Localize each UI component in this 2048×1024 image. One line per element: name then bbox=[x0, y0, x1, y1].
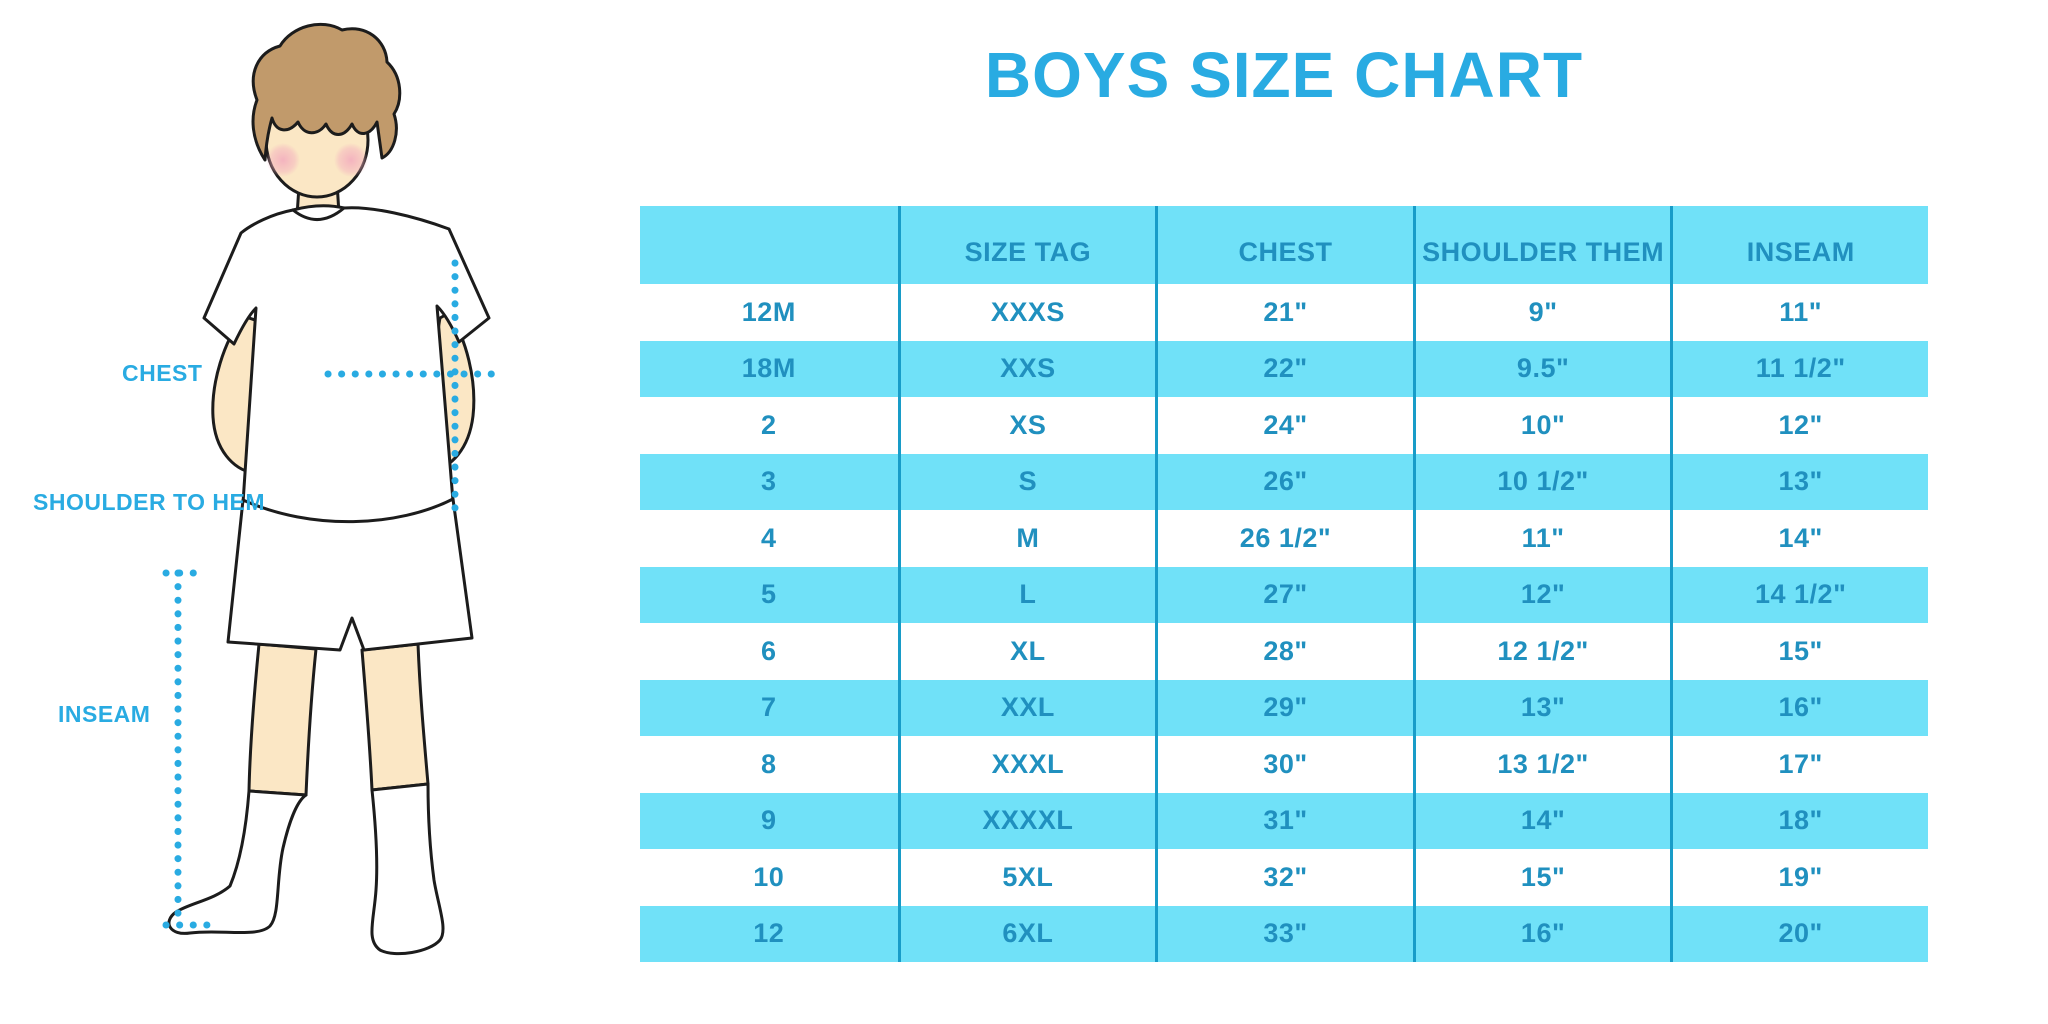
table-cell-size: 5 bbox=[761, 579, 777, 610]
table-row: 12 6XL 33" 16" 20" bbox=[640, 905, 1928, 962]
table-row: 7 XXL 29" 13" 16" bbox=[640, 679, 1928, 736]
table-cell-shoulder: 9" bbox=[1412, 284, 1671, 341]
boy-shirt-collar bbox=[291, 206, 346, 221]
boy-hair bbox=[251, 22, 402, 162]
table-cell-chest: 29" bbox=[1155, 679, 1413, 736]
table-cell-chest: 21" bbox=[1155, 284, 1413, 341]
table-row: 4 M 26 1/2" 11" 14" bbox=[640, 510, 1928, 567]
table-cell-tag: XL bbox=[897, 623, 1156, 680]
boy-left-blush bbox=[266, 143, 300, 177]
table-cell-tag: XXXL bbox=[897, 736, 1156, 793]
table-cell-inseam: 18" bbox=[1670, 792, 1928, 849]
table-cell-inseam: 12" bbox=[1670, 397, 1928, 454]
table-cell-tag: XXXS bbox=[897, 284, 1156, 341]
table-row: 10 5XL 32" 15" 19" bbox=[640, 849, 1928, 906]
table-cell-chest: 27" bbox=[1155, 566, 1413, 623]
table-cell-chest: 31" bbox=[1155, 792, 1413, 849]
table-row: 8 XXXL 30" 13 1/2" 17" bbox=[640, 736, 1928, 793]
table-cell-size: 8 bbox=[761, 748, 777, 779]
table-cell-inseam: 20" bbox=[1670, 905, 1928, 962]
table-cell-tag: XS bbox=[897, 397, 1156, 454]
table-cell-chest: 33" bbox=[1155, 905, 1413, 962]
table-cell-inseam: 14" bbox=[1670, 510, 1928, 567]
table-cell-size: 10 bbox=[753, 861, 785, 892]
table-cell-inseam: 15" bbox=[1670, 623, 1928, 680]
chest-label: CHEST bbox=[122, 360, 203, 386]
boy-left-leg bbox=[247, 642, 318, 797]
table-cell-chest: 30" bbox=[1155, 736, 1413, 793]
table-cell-shoulder: 10" bbox=[1412, 397, 1671, 454]
table-header-shoulder: SHOULDER THEM bbox=[1412, 206, 1671, 284]
table-cell-inseam: 11" bbox=[1670, 284, 1928, 341]
table-cell-size: 7 bbox=[761, 692, 777, 723]
table-header-chest: CHEST bbox=[1155, 206, 1413, 284]
table-cell-chest: 28" bbox=[1155, 623, 1413, 680]
table-cell-inseam: 13" bbox=[1670, 453, 1928, 510]
table-header-size bbox=[640, 206, 898, 284]
table-cell-tag: L bbox=[897, 566, 1156, 623]
table-row: 18M XXS 22" 9.5" 11 1/2" bbox=[640, 340, 1928, 397]
boy-right-sock bbox=[370, 782, 445, 956]
table-cell-size: 12 bbox=[753, 918, 785, 949]
table-cell-shoulder: 13" bbox=[1412, 679, 1671, 736]
table-cell-inseam: 17" bbox=[1670, 736, 1928, 793]
table-row: 6 XL 28" 12 1/2" 15" bbox=[640, 623, 1928, 680]
table-cell-shoulder: 11" bbox=[1412, 510, 1671, 567]
boy-shorts bbox=[226, 497, 474, 652]
size-table-rows: 12M XXXS 21" 9" 11" 18M XXS 22" 9.5" 11 1/2" 2 XS 24… bbox=[640, 284, 1928, 962]
table-cell-size: 6 bbox=[761, 635, 777, 666]
table-cell-size: 9 bbox=[761, 805, 777, 836]
size-table: SIZE TAG CHEST SHOULDER THEM INSEAM 12M X… bbox=[640, 206, 1928, 962]
table-cell-tag: XXXXL bbox=[897, 792, 1156, 849]
table-cell-shoulder: 9.5" bbox=[1412, 340, 1671, 397]
table-cell-tag: 6XL bbox=[897, 905, 1156, 962]
table-cell-inseam: 11 1/2" bbox=[1670, 340, 1928, 397]
boy-right-blush bbox=[334, 143, 368, 177]
table-cell-chest: 26" bbox=[1155, 453, 1413, 510]
inseam-label: INSEAM bbox=[58, 701, 151, 727]
table-cell-inseam: 14 1/2" bbox=[1670, 566, 1928, 623]
table-header-size-tag: SIZE TAG bbox=[897, 206, 1156, 284]
boy-right-leg bbox=[360, 642, 430, 792]
boy-left-sock bbox=[167, 789, 308, 935]
table-cell-shoulder: 12 1/2" bbox=[1412, 623, 1671, 680]
table-cell-shoulder: 14" bbox=[1412, 792, 1671, 849]
table-cell-shoulder: 15" bbox=[1412, 849, 1671, 906]
table-cell-size: 2 bbox=[761, 409, 777, 440]
table-row: 12M XXXS 21" 9" 11" bbox=[640, 284, 1928, 341]
table-cell-size: 12M bbox=[741, 296, 796, 327]
shoulder-to-hem-label: SHOULDER TO HEM bbox=[33, 489, 265, 515]
table-cell-tag: M bbox=[897, 510, 1156, 567]
boy-illustration bbox=[162, 22, 496, 956]
table-cell-shoulder: 10 1/2" bbox=[1412, 453, 1671, 510]
table-cell-tag: XXL bbox=[897, 679, 1156, 736]
table-row: 3 S 26" 10 1/2" 13" bbox=[640, 453, 1928, 510]
table-cell-inseam: 19" bbox=[1670, 849, 1928, 906]
table-cell-size: 4 bbox=[761, 522, 777, 553]
table-header-inseam: INSEAM bbox=[1670, 206, 1928, 284]
page-title: BOYS SIZE CHART bbox=[984, 39, 1584, 111]
table-row: 9 XXXXL 31" 14" 18" bbox=[640, 792, 1928, 849]
table-cell-size: 18M bbox=[741, 353, 796, 384]
table-cell-shoulder: 12" bbox=[1412, 566, 1671, 623]
table-cell-tag: XXS bbox=[897, 340, 1156, 397]
table-cell-inseam: 16" bbox=[1670, 679, 1928, 736]
table-cell-chest: 22" bbox=[1155, 340, 1413, 397]
table-row: 5 L 27" 12" 14 1/2" bbox=[640, 566, 1928, 623]
table-cell-size: 3 bbox=[761, 466, 777, 497]
table-header-row: SIZE TAG CHEST SHOULDER THEM INSEAM bbox=[640, 206, 1928, 284]
table-cell-chest: 24" bbox=[1155, 397, 1413, 454]
table-cell-tag: S bbox=[897, 453, 1156, 510]
table-row: 2 XS 24" 10" 12" bbox=[640, 397, 1928, 454]
table-cell-shoulder: 16" bbox=[1412, 905, 1671, 962]
table-cell-shoulder: 13 1/2" bbox=[1412, 736, 1671, 793]
table-cell-chest: 26 1/2" bbox=[1155, 510, 1413, 567]
table-cell-chest: 32" bbox=[1155, 849, 1413, 906]
table-cell-tag: 5XL bbox=[897, 849, 1156, 906]
